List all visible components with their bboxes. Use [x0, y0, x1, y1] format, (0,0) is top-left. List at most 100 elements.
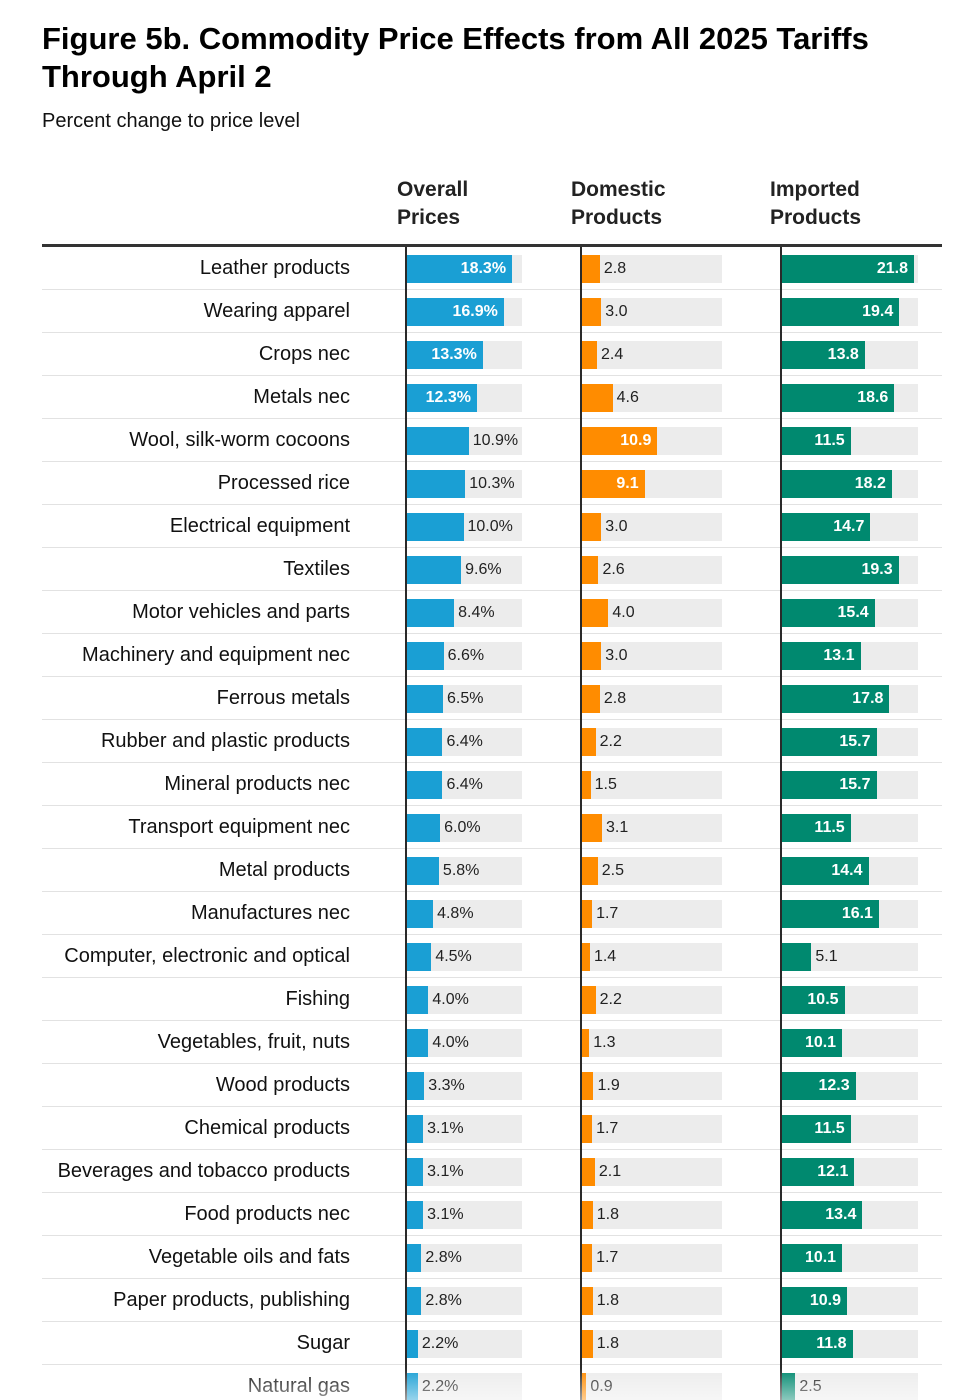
row-label: Ferrous metals — [216, 687, 350, 709]
row-label: Vegetable oils and fats — [148, 1246, 350, 1268]
domestic-bar-track: 1.8 — [580, 1330, 722, 1358]
table-row: Textiles 9.6% 2.6 19.3 — [42, 548, 942, 591]
domestic-value-label: 1.4 — [593, 948, 617, 965]
imported-bar — [780, 857, 869, 885]
imported-value-label: 11.8 — [816, 1335, 847, 1352]
domestic-bar-track: 3.0 — [580, 513, 722, 541]
overall-value-label: 18.3% — [460, 260, 507, 277]
overall-bar-track: 4.8% — [405, 900, 522, 928]
imported-bar — [780, 298, 900, 326]
domestic-value-label: 2.2 — [599, 733, 622, 750]
overall-bar — [405, 1115, 424, 1143]
overall-bar-track: 8.4% — [405, 599, 522, 627]
domestic-value-label: 10.9 — [620, 432, 652, 449]
imported-bar-track: 18.2 — [780, 470, 918, 498]
imported-bar — [780, 1115, 851, 1143]
row-label: Paper products, publishing — [113, 1289, 350, 1311]
overall-bar — [405, 900, 434, 928]
overall-bar-track: 16.9% — [405, 298, 522, 326]
domestic-value-label: 1.7 — [596, 1249, 619, 1266]
table-row: Mineral products nec 6.4% 1.5 15.7 — [42, 763, 942, 806]
table-row: Crops nec 13.3% 2.4 13.8 — [42, 333, 942, 376]
imported-bar — [780, 1373, 796, 1400]
row-label: Mineral products nec — [164, 773, 350, 795]
imported-bar-track: 11.8 — [780, 1330, 918, 1358]
row-label: Beverages and tobacco products — [57, 1160, 350, 1182]
overall-bar — [405, 255, 513, 283]
domestic-bar — [580, 814, 602, 842]
table-row: Food products nec 3.1% 1.8 13.4 — [42, 1193, 942, 1236]
imported-bar-track: 15.7 — [780, 728, 918, 756]
overall-bar — [405, 556, 462, 584]
row-label: Textiles — [283, 558, 350, 580]
imported-bar — [780, 1072, 856, 1100]
table-row: Leather products 18.3% 2.8 21.8 — [42, 247, 942, 290]
overall-bar-track: 6.0% — [405, 814, 522, 842]
imported-bar — [780, 685, 890, 713]
overall-bar — [405, 470, 466, 498]
overall-bar-track: 2.8% — [405, 1244, 522, 1272]
row-label: Food products nec — [184, 1203, 350, 1225]
overall-bar-track: 4.5% — [405, 943, 522, 971]
overall-bar-track: 18.3% — [405, 255, 522, 283]
overall-value-label: 2.8% — [425, 1249, 462, 1266]
row-label: Sugar — [296, 1332, 350, 1354]
imported-value-label: 15.7 — [839, 733, 871, 750]
overall-bar-track: 3.1% — [405, 1115, 522, 1143]
row-label: Computer, electronic and optical — [64, 945, 350, 967]
imported-axis-line — [780, 247, 782, 1400]
overall-bar — [405, 857, 439, 885]
imported-value-label: 5.1 — [815, 948, 838, 965]
domestic-bar — [580, 1244, 593, 1272]
domestic-value-label: 3.0 — [605, 303, 628, 320]
imported-value-label: 10.5 — [807, 991, 839, 1008]
overall-bar — [405, 298, 504, 326]
domestic-bar — [580, 298, 602, 326]
overall-value-label: 6.6% — [447, 647, 485, 664]
domestic-bar — [580, 943, 590, 971]
domestic-bar-track: 2.1 — [580, 1158, 722, 1186]
domestic-bar-track: 2.2 — [580, 728, 722, 756]
domestic-bar — [580, 384, 613, 412]
imported-bar-track: 12.3 — [780, 1072, 918, 1100]
overall-bar-track: 10.0% — [405, 513, 522, 541]
domestic-bar-track: 2.8 — [580, 685, 722, 713]
domestic-value-label: 9.1 — [616, 475, 639, 492]
imported-bar-track: 2.5 — [780, 1373, 918, 1400]
overall-bar — [405, 513, 464, 541]
overall-bar — [405, 1072, 425, 1100]
domestic-bar-track: 3.0 — [580, 642, 722, 670]
row-label: Crops nec — [258, 343, 350, 365]
overall-bar — [405, 642, 444, 670]
column-header-imported-line2: Products — [770, 206, 862, 229]
overall-bar — [405, 685, 444, 713]
domestic-bar-track: 4.0 — [580, 599, 722, 627]
domestic-bar-track: 1.9 — [580, 1072, 722, 1100]
imported-value-label: 13.1 — [823, 647, 855, 664]
imported-bar-track: 13.1 — [780, 642, 918, 670]
domestic-bar — [580, 470, 645, 498]
overall-value-label: 12.3% — [425, 389, 471, 406]
imported-bar — [780, 384, 895, 412]
overall-value-label: 13.3% — [431, 346, 477, 363]
overall-value-label: 6.4% — [446, 733, 483, 750]
table-row: Motor vehicles and parts 8.4% 4.0 15.4 — [42, 591, 942, 634]
overall-bar — [405, 728, 443, 756]
domestic-bar — [580, 599, 609, 627]
domestic-value-label: 4.0 — [612, 604, 635, 621]
imported-value-label: 12.1 — [817, 1163, 849, 1180]
row-label: Vegetables, fruit, nuts — [157, 1031, 350, 1053]
imported-bar-track: 13.8 — [780, 341, 918, 369]
domestic-value-label: 1.5 — [594, 776, 617, 793]
domestic-value-label: 2.8 — [603, 690, 627, 707]
row-label: Manufactures nec — [191, 902, 350, 924]
domestic-bar — [580, 1115, 593, 1143]
domestic-bar-track: 1.7 — [580, 900, 722, 928]
overall-value-label: 3.1% — [427, 1120, 464, 1137]
overall-bar — [405, 1287, 422, 1315]
imported-bar — [780, 556, 899, 584]
column-header-imported: Imported Products — [770, 176, 930, 232]
imported-bar-track: 19.3 — [780, 556, 918, 584]
domestic-value-label: 2.4 — [601, 346, 624, 363]
overall-value-label: 3.1% — [427, 1206, 464, 1223]
